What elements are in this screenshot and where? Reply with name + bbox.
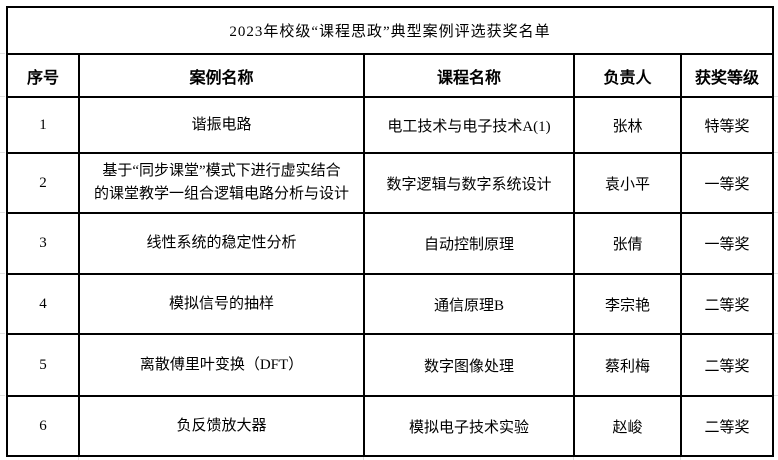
table-row: 2 基于“同步课堂”模式下进行虚实结合 的课堂教学一组合逻辑电路分析与设计 数字… — [6, 152, 775, 214]
gridline-stub — [0, 395, 5, 396]
gridline-stub — [0, 96, 5, 97]
gridline-stub — [773, 333, 778, 334]
case-name-line: 的课堂教学一组合逻辑电路分析与设计 — [93, 186, 349, 202]
gridline-stub — [773, 96, 778, 97]
cell-case: 离散傅里叶变换（DFT） — [78, 333, 365, 397]
case-name-line: 基于“同步课堂”模式下进行虚实结合 — [102, 163, 341, 179]
cell-leader: 赵峻 — [573, 395, 682, 457]
table-row: 3 线性系统的稳定性分析 自动控制原理 张倩 一等奖 — [6, 212, 775, 275]
case-name-line: 模拟信号的抽样 — [168, 295, 274, 312]
gridline-stub — [0, 273, 5, 274]
award-table: 2023年校级“课程思政”典型案例评选获奖名单 序号 案例名称 课程名称 负责人… — [5, 6, 775, 457]
gridline-stub — [573, 456, 574, 460]
cell-leader: 李宗艳 — [573, 273, 682, 335]
cell-award: 特等奖 — [679, 96, 775, 154]
cell-no: 4 — [6, 273, 80, 335]
cell-award: 二等奖 — [679, 273, 775, 335]
cell-course: 通信原理B — [363, 273, 575, 335]
table-row: 5 离散傅里叶变换（DFT） 数字图像处理 蔡利梅 二等奖 — [6, 333, 775, 397]
gridline-stub — [773, 152, 778, 153]
gridline-stub — [680, 456, 681, 460]
cell-case: 负反馈放大器 — [78, 395, 365, 457]
gridline-stub — [363, 456, 364, 460]
cell-no: 3 — [6, 212, 80, 275]
gridline-stub — [0, 152, 5, 153]
cell-award: 二等奖 — [679, 333, 775, 397]
cell-no: 5 — [6, 333, 80, 397]
gridline-stub — [773, 273, 778, 274]
cell-case: 谐振电路 — [78, 96, 365, 154]
column-header-course: 课程名称 — [363, 53, 575, 98]
gridline-stub — [0, 212, 5, 213]
column-header-case: 案例名称 — [78, 53, 365, 98]
gridline-stub — [0, 333, 5, 334]
case-name-line: 谐振电路 — [191, 116, 252, 133]
title-row: 2023年校级“课程思政”典型案例评选获奖名单 — [5, 6, 775, 55]
gridline-stub — [773, 395, 778, 396]
cell-no: 6 — [6, 395, 80, 457]
table-row: 6 负反馈放大器 模拟电子技术实验 赵峻 二等奖 — [6, 395, 775, 457]
cell-course: 数字图像处理 — [363, 333, 575, 397]
column-header-award: 获奖等级 — [679, 53, 775, 98]
gridline-stub — [773, 212, 778, 213]
cell-course: 模拟电子技术实验 — [363, 395, 575, 457]
cell-case: 线性系统的稳定性分析 — [78, 212, 365, 275]
gridline-stub — [0, 53, 5, 54]
cell-case: 基于“同步课堂”模式下进行虚实结合 的课堂教学一组合逻辑电路分析与设计 — [78, 152, 365, 214]
cell-award: 二等奖 — [679, 395, 775, 457]
cell-course: 数字逻辑与数字系统设计 — [363, 152, 575, 214]
cell-leader: 张倩 — [573, 212, 682, 275]
cell-leader: 袁小平 — [573, 152, 682, 214]
table-row: 1 谐振电路 电工技术与电子技术A(1) 张林 特等奖 — [6, 96, 775, 154]
cell-course: 电工技术与电子技术A(1) — [363, 96, 575, 154]
cell-no: 2 — [6, 152, 80, 214]
table-header-row: 序号 案例名称 课程名称 负责人 获奖等级 — [6, 53, 775, 98]
cell-case: 模拟信号的抽样 — [78, 273, 365, 335]
cell-award: 一等奖 — [679, 212, 775, 275]
table-row: 4 模拟信号的抽样 通信原理B 李宗艳 二等奖 — [6, 273, 775, 335]
column-header-no: 序号 — [6, 53, 80, 98]
case-name-line: 线性系统的稳定性分析 — [146, 235, 297, 251]
column-header-leader: 负责人 — [573, 53, 682, 98]
cell-leader: 张林 — [573, 96, 682, 154]
case-name-line: 负反馈放大器 — [176, 417, 267, 434]
cell-course: 自动控制原理 — [363, 212, 575, 275]
gridline-stub — [78, 456, 79, 460]
case-name-line: 离散傅里叶变换（DFT） — [139, 356, 304, 373]
cell-award: 一等奖 — [679, 152, 775, 214]
cell-leader: 蔡利梅 — [573, 333, 682, 397]
page-title: 2023年校级“课程思政”典型案例评选获奖名单 — [5, 6, 775, 55]
cell-no: 1 — [6, 96, 80, 154]
